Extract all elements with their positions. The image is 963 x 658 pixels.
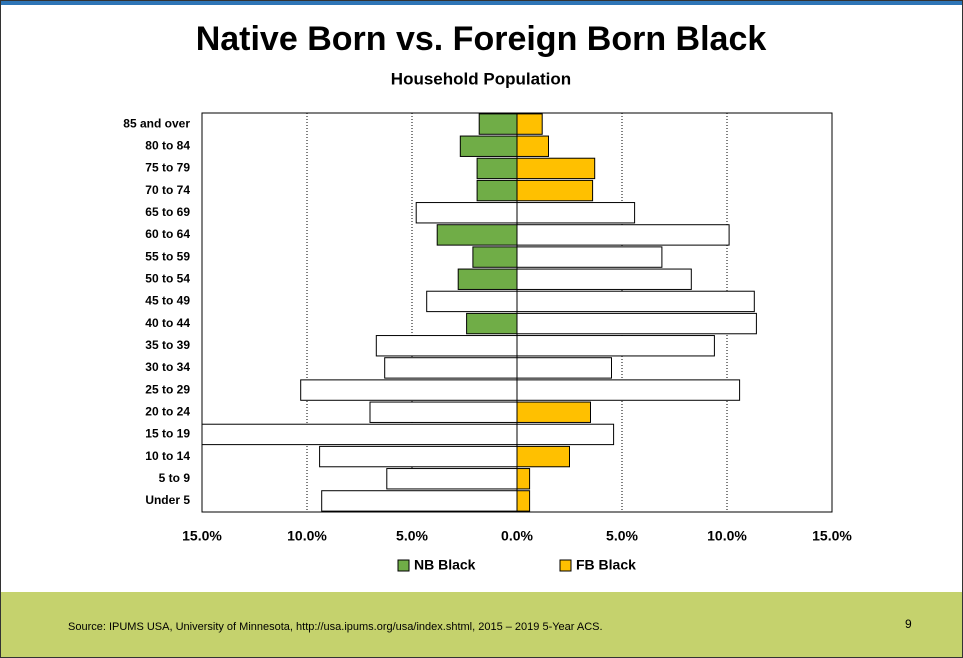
legend-label: NB Black	[414, 557, 476, 573]
bar	[516, 268, 692, 290]
y-tick-label: Under 5	[145, 493, 190, 507]
bar	[516, 224, 730, 246]
bar	[516, 179, 594, 202]
chart-subtitle: Household Population	[391, 69, 571, 88]
bar	[516, 312, 757, 335]
y-tick-label: 75 to 79	[145, 161, 190, 175]
y-tick-label: 45 to 49	[145, 294, 190, 308]
x-tick-label: 10.0%	[707, 528, 747, 544]
y-tick-label: 80 to 84	[145, 138, 190, 152]
chart-title: Native Born vs. Foreign Born Black	[196, 20, 767, 58]
bar	[466, 312, 518, 335]
x-tick-label: 15.0%	[812, 528, 852, 544]
x-tick-label: 0.0%	[501, 528, 533, 544]
bar	[516, 157, 596, 180]
bar	[516, 335, 715, 357]
bar	[415, 202, 518, 224]
legend-swatch	[559, 559, 572, 572]
bar	[516, 113, 543, 135]
bar	[516, 246, 663, 268]
bar	[516, 445, 570, 468]
bar	[457, 268, 518, 290]
bar	[516, 290, 755, 313]
x-tick-label: 5.0%	[606, 528, 638, 544]
bar	[516, 202, 636, 224]
y-tick-label: 15 to 19	[145, 427, 190, 441]
bar	[516, 357, 612, 379]
bar	[201, 423, 518, 446]
legend-label: FB Black	[576, 557, 636, 573]
y-tick-label: 5 to 9	[159, 471, 191, 485]
x-tick-label: 5.0%	[396, 528, 428, 544]
y-tick-label: 60 to 64	[145, 227, 190, 241]
bar	[472, 246, 518, 268]
y-tick-label: 30 to 34	[145, 360, 190, 374]
bar	[516, 490, 531, 512]
bar	[384, 357, 518, 379]
bar	[476, 157, 518, 180]
footer-band	[0, 592, 963, 658]
page-number: 9	[905, 617, 912, 631]
legend-swatch	[397, 559, 410, 572]
bar	[516, 468, 531, 490]
x-tick-label: 10.0%	[287, 528, 327, 544]
bar	[516, 135, 549, 157]
bar	[516, 379, 741, 401]
bar	[300, 379, 518, 401]
y-tick-label: 35 to 39	[145, 338, 190, 352]
bar	[321, 490, 518, 512]
bar	[375, 335, 518, 357]
y-tick-label: 40 to 44	[145, 316, 190, 330]
bar	[516, 401, 591, 423]
bar	[319, 445, 518, 468]
y-tick-label: 10 to 14	[145, 449, 190, 463]
y-tick-label: 50 to 54	[145, 271, 190, 285]
y-tick-label: 25 to 29	[145, 382, 190, 396]
source-note: Source: IPUMS USA, University of Minneso…	[68, 621, 603, 633]
y-tick-label: 20 to 24	[145, 404, 190, 418]
top-bar	[0, 0, 963, 5]
bar	[436, 224, 518, 246]
bar	[426, 290, 518, 313]
bar	[459, 135, 518, 157]
x-tick-label: 15.0%	[182, 528, 222, 544]
y-tick-label: 55 to 59	[145, 249, 190, 263]
bar	[369, 401, 518, 423]
y-tick-label: 70 to 74	[145, 183, 190, 197]
bar	[516, 423, 615, 446]
bar	[476, 179, 518, 202]
y-tick-label: 85 and over	[123, 116, 190, 130]
bar	[478, 113, 518, 135]
y-tick-label: 65 to 69	[145, 205, 190, 219]
bar	[386, 468, 518, 490]
